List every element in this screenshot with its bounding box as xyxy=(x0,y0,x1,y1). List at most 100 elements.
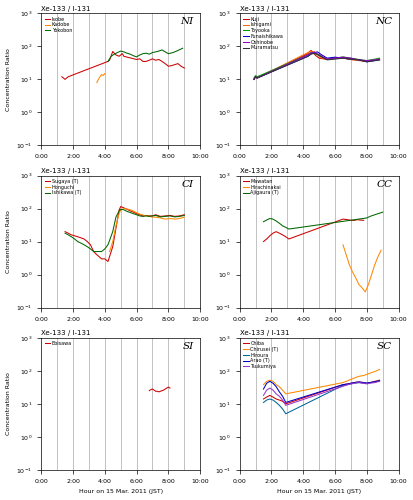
Ishigami xyxy=(312,49,317,55)
Hiroura xyxy=(271,397,275,403)
Sugaya (T) xyxy=(118,204,123,210)
Yokobon xyxy=(166,50,171,56)
Oshinobe xyxy=(318,52,323,59)
Tsukumiya xyxy=(368,380,373,386)
Mawatan xyxy=(287,236,292,242)
Toyooka xyxy=(306,52,311,58)
Ebisawa xyxy=(161,387,166,393)
Sugaya (T) xyxy=(62,228,67,234)
Isobe xyxy=(62,76,67,82)
Toyooka xyxy=(255,74,260,80)
Chiba xyxy=(372,378,377,384)
Chiba xyxy=(264,394,269,400)
Hiroura xyxy=(351,380,356,386)
Hiroura xyxy=(274,400,279,406)
Oshinobe xyxy=(315,51,320,57)
Line: Oshinobe: Oshinobe xyxy=(254,52,380,80)
Sugaya (T) xyxy=(158,214,163,220)
Isobe xyxy=(153,57,158,63)
Hirachinakai xyxy=(360,285,365,291)
Honguchi xyxy=(142,212,147,218)
Chiba xyxy=(267,392,272,398)
Hiroura xyxy=(349,381,354,387)
Tsukumiya xyxy=(345,382,350,388)
Isobe xyxy=(159,58,164,64)
Hiroura xyxy=(368,380,373,386)
Honguchi xyxy=(118,207,123,213)
Hirachinakai xyxy=(340,242,345,248)
Mawatan xyxy=(271,230,275,236)
Hirachinakai xyxy=(375,254,380,260)
Chiba xyxy=(277,397,282,403)
Arao (T) xyxy=(345,381,350,387)
Yokobon xyxy=(137,52,142,58)
Arao (T) xyxy=(267,378,272,384)
Ishikawa (T) xyxy=(118,206,123,212)
Arao (T) xyxy=(274,384,279,390)
Muramatsu xyxy=(364,59,369,65)
Ishikawa (T) xyxy=(82,242,87,248)
Legend: Kuji, Ishigami, Toyooka, Funaishikawa, Oshinobe, Muramatsu: Kuji, Ishigami, Toyooka, Funaishikawa, O… xyxy=(242,16,284,52)
Honguchi xyxy=(163,216,168,222)
Kadobe xyxy=(99,72,104,78)
Toyooka xyxy=(340,54,345,60)
Hirachinakai xyxy=(344,252,349,258)
Ishigami xyxy=(318,54,323,60)
Mawatan xyxy=(345,216,350,222)
Hiroura xyxy=(356,380,361,386)
Mawatan xyxy=(274,228,279,234)
Sugaya (T) xyxy=(116,207,121,213)
Isobe xyxy=(121,54,126,60)
Sugaya (T) xyxy=(131,209,136,215)
Muramatsu xyxy=(356,57,361,63)
Honguchi xyxy=(107,248,112,254)
Toyooka xyxy=(377,55,382,61)
Yokobon xyxy=(180,45,185,51)
Tsukumiya xyxy=(351,380,356,386)
Ishikawa (T) xyxy=(105,242,110,248)
Ishikawa (T) xyxy=(102,246,107,252)
Chirusei (T) xyxy=(364,372,369,378)
Line: Toyooka: Toyooka xyxy=(254,52,380,78)
Chiba xyxy=(283,401,288,407)
Sugaya (T) xyxy=(137,212,142,218)
Hirachinakai xyxy=(356,282,361,288)
Legend: Isobe, Kadobe, Yokobon: Isobe, Kadobe, Yokobon xyxy=(44,16,73,34)
Kuji xyxy=(372,57,377,63)
Kuji xyxy=(317,55,322,61)
Oshinobe xyxy=(312,49,317,55)
Arao (T) xyxy=(271,380,275,386)
Ishikawa (T) xyxy=(85,244,90,250)
Ishikawa (T) xyxy=(144,213,149,219)
Isobe xyxy=(140,58,145,64)
Hirachinakai xyxy=(366,282,371,288)
Arao (T) xyxy=(277,389,282,395)
Ajigaura (T) xyxy=(287,226,292,232)
Ishikawa (T) xyxy=(91,248,96,254)
Funaishikawa xyxy=(312,50,317,56)
Ishikawa (T) xyxy=(75,238,80,244)
Hiroura xyxy=(261,400,266,406)
Sugaya (T) xyxy=(72,233,77,239)
Yokobon xyxy=(150,50,155,56)
Ishikawa (T) xyxy=(114,214,119,220)
Toyooka xyxy=(349,55,354,61)
Yokobon xyxy=(134,54,139,60)
Chiba xyxy=(349,380,354,386)
Arao (T) xyxy=(349,380,354,386)
Chirusei (T) xyxy=(377,366,382,372)
Ishigami xyxy=(309,48,313,54)
Muramatsu xyxy=(340,55,345,61)
Muramatsu xyxy=(309,51,313,57)
Kuji xyxy=(309,48,313,54)
Isobe xyxy=(114,52,119,58)
Isobe xyxy=(116,54,121,60)
Oshinobe xyxy=(349,55,354,61)
Kadobe xyxy=(102,70,107,76)
Kuji xyxy=(310,50,315,56)
Isobe xyxy=(66,74,71,80)
Funaishikawa xyxy=(340,55,345,61)
Isobe xyxy=(61,75,66,81)
Toyooka xyxy=(325,56,330,62)
Tsukumiya xyxy=(349,381,354,387)
